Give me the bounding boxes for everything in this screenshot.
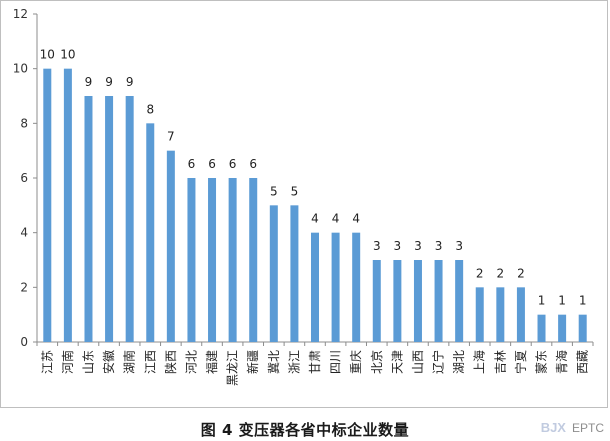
data-label: 10	[60, 48, 75, 62]
x-axis-categories: 江苏 河南 山东 安徽 湖南 江西 陕西 河北 福建 黑龙江 新疆 冀北 浙江 甘肃 四川 重庆 北京 天津 山西辽…	[36, 342, 594, 386]
data-label: 1	[538, 294, 546, 308]
bar-新疆	[249, 178, 258, 342]
bar-蒙东	[537, 314, 546, 342]
bar-江西	[146, 123, 155, 342]
x-category-label: 湖南	[122, 350, 137, 374]
x-category-label: 新疆	[245, 350, 260, 374]
bar-北京	[372, 260, 381, 342]
y-tick-label: 0	[20, 335, 28, 349]
bar-河北	[187, 178, 196, 342]
bars-group	[43, 68, 587, 343]
bar-黑龙江	[228, 178, 237, 342]
data-label: 2	[517, 266, 525, 280]
y-tick-label: 10	[13, 62, 28, 76]
x-category-label: 吉林	[493, 350, 507, 374]
data-label: 3	[435, 239, 443, 253]
x-category-label: 江苏	[40, 350, 54, 374]
bar-福建	[208, 178, 217, 342]
data-label: 6	[249, 157, 257, 171]
data-label: 3	[414, 239, 422, 253]
x-category-label: 冀北	[267, 350, 281, 374]
data-label: 9	[126, 75, 134, 89]
x-category-label: 山东	[81, 350, 95, 374]
x-category-label: 河南	[60, 350, 75, 374]
data-label: 4	[332, 212, 340, 226]
bar-上海	[475, 287, 484, 342]
bar-冀北	[269, 205, 278, 342]
bar-陕西	[166, 150, 175, 342]
watermark-text: EPTC	[571, 421, 604, 435]
bar-湖北	[455, 260, 464, 342]
bar-天津	[393, 260, 402, 342]
bar-甘肃	[311, 232, 319, 342]
bar-湖南	[125, 96, 134, 342]
x-category-label: 福建	[204, 350, 219, 374]
chart-frame: 0 2 4 6 8 10 12 10 10 9 9 9 8 7 6 6 6 6 5 5 4 4 4 3 3 3 3 3 2 2 2 1 1 1 …	[0, 0, 608, 408]
x-category-label: 湖北	[451, 350, 466, 374]
bar-青海	[558, 314, 567, 342]
x-category-label: 浙江	[287, 350, 301, 374]
data-label: 2	[476, 266, 484, 280]
x-category-label: 天津	[390, 350, 404, 374]
watermark: BJX EPTC	[541, 420, 604, 435]
data-label: 3	[394, 239, 402, 253]
data-label: 7	[167, 130, 175, 144]
bar-西藏	[578, 314, 587, 342]
figure-caption: 图 4 变压器各省中标企业数量	[200, 421, 410, 439]
x-category-label: 宁夏	[513, 350, 528, 374]
x-category-label: 山西	[411, 350, 425, 374]
bar-山东	[84, 96, 93, 342]
x-category-label: 重庆	[349, 350, 363, 374]
bar-四川	[331, 232, 340, 342]
data-label: 9	[85, 75, 93, 89]
data-label: 4	[352, 212, 360, 226]
bar-浙江	[290, 205, 299, 342]
y-axis-ticks: 0 2 4 6 8 10 12	[13, 7, 37, 349]
bar-吉林	[496, 287, 505, 342]
x-category-label: 上海	[472, 350, 487, 374]
data-label: 6	[188, 157, 196, 171]
x-category-label: 河北	[184, 350, 198, 374]
x-category-label: 甘肃	[308, 350, 322, 374]
x-category-label: 辽宁	[431, 350, 446, 374]
y-tick-label: 6	[20, 171, 28, 185]
data-label: 3	[373, 239, 381, 253]
data-label: 5	[270, 184, 278, 198]
bar-重庆	[352, 232, 361, 342]
x-category-label: 安徽	[101, 350, 116, 374]
y-tick-label: 12	[13, 7, 28, 21]
data-label: 1	[579, 294, 587, 308]
y-tick-label: 2	[20, 280, 28, 294]
bar-辽宁	[434, 260, 443, 342]
bar-宁夏	[516, 287, 525, 342]
bar-山西	[413, 260, 422, 342]
x-category-label: 北京	[370, 350, 384, 374]
data-label: 5	[291, 184, 299, 198]
x-category-label: 江西	[143, 350, 157, 374]
data-label: 6	[208, 157, 216, 171]
bar-河南	[63, 68, 72, 343]
x-category-label: 黑龙江	[226, 350, 240, 386]
bar-安徽	[105, 96, 114, 342]
x-category-label: 蒙东	[535, 350, 549, 374]
x-category-label: 西藏	[576, 350, 590, 374]
data-label: 8	[146, 102, 154, 116]
data-label: 9	[105, 75, 113, 89]
data-label: 3	[455, 239, 463, 253]
bar-江苏	[43, 68, 52, 343]
data-label: 10	[40, 48, 55, 62]
data-label: 1	[558, 294, 566, 308]
data-label: 6	[229, 157, 237, 171]
y-tick-label: 4	[20, 226, 28, 240]
data-label: 4	[311, 212, 319, 226]
watermark-logo: BJX	[540, 420, 566, 435]
x-category-label: 陕西	[163, 350, 178, 374]
x-category-label: 青海	[554, 350, 569, 374]
x-category-label: 四川	[329, 350, 343, 374]
data-label: 2	[497, 266, 505, 280]
y-tick-label: 8	[20, 116, 28, 130]
